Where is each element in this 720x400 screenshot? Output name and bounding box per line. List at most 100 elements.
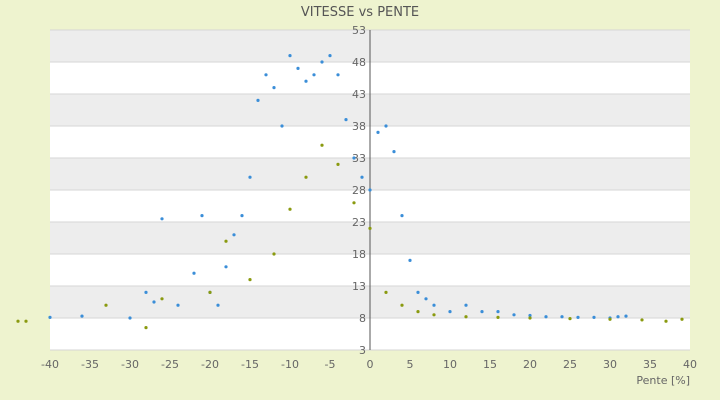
data-point (432, 303, 436, 307)
data-point (528, 313, 532, 318)
data-point (368, 226, 372, 230)
data-point (200, 214, 204, 218)
data-point (352, 156, 356, 160)
y-tick-label: 18 (352, 248, 366, 261)
x-tick-label: -15 (241, 358, 259, 371)
data-point (296, 66, 300, 70)
data-point (176, 303, 180, 307)
chart-title: VITESSE vs PENTE (301, 5, 419, 20)
data-point (312, 73, 316, 77)
x-tick-label: -20 (201, 358, 219, 371)
x-tick-label: 0 (367, 358, 374, 371)
data-point (320, 143, 324, 147)
y-tick-label: 28 (352, 184, 366, 197)
data-point (328, 54, 332, 58)
data-point (496, 310, 500, 314)
data-point (360, 175, 364, 179)
y-tick-label: 43 (352, 88, 366, 101)
data-point (320, 60, 324, 64)
y-tick-label: 8 (359, 312, 366, 325)
data-point (264, 73, 268, 77)
data-point (464, 315, 468, 319)
x-tick-label: 30 (603, 358, 617, 371)
data-point (416, 290, 420, 294)
data-point (496, 315, 500, 319)
data-point (160, 217, 164, 221)
x-tick-label: 25 (563, 358, 577, 371)
data-point (160, 297, 164, 301)
data-point (240, 214, 244, 218)
data-point (208, 290, 212, 294)
data-point (624, 314, 628, 318)
x-tick-label: 10 (443, 358, 457, 371)
x-tick-label: -25 (161, 358, 179, 371)
y-tick-label: 48 (352, 56, 366, 69)
data-point (304, 175, 308, 179)
data-point (256, 98, 260, 102)
data-point (640, 318, 644, 322)
y-tick-label: 33 (352, 152, 366, 165)
data-point (352, 201, 356, 205)
data-point (272, 252, 276, 256)
data-point (368, 188, 372, 192)
x-tick-label: -35 (81, 358, 99, 371)
x-tick-label: -5 (325, 358, 336, 371)
data-point (392, 150, 396, 154)
x-tick-label: 20 (523, 358, 537, 371)
data-point (544, 315, 548, 319)
data-point (304, 79, 308, 83)
plot-area (50, 29, 690, 351)
y-tick-label: 23 (352, 216, 366, 229)
data-point (248, 175, 252, 179)
data-points (16, 54, 684, 330)
y-tick-label: 38 (352, 120, 366, 133)
data-point (680, 317, 684, 321)
data-point (216, 303, 220, 307)
data-point (568, 317, 572, 321)
x-tick-label: 40 (683, 358, 697, 371)
data-point (232, 233, 236, 237)
x-tick-label: 15 (483, 358, 497, 371)
y-tick-label: 13 (352, 280, 366, 293)
data-point (272, 86, 276, 90)
data-point (576, 315, 580, 319)
data-point (592, 315, 596, 319)
data-point (288, 207, 292, 211)
x-tick-label: -40 (41, 358, 59, 371)
data-point (424, 297, 428, 301)
data-point (616, 315, 620, 319)
data-point (16, 319, 20, 323)
data-point (224, 265, 228, 269)
data-point (416, 310, 420, 314)
data-point (664, 319, 668, 323)
data-point (336, 73, 340, 77)
y-tick-label: 3 (359, 344, 366, 357)
data-point (24, 319, 28, 323)
x-tick-label: -10 (281, 358, 299, 371)
data-point (432, 313, 436, 317)
data-point (608, 317, 612, 321)
data-point (152, 300, 156, 304)
x-tick-label: 35 (643, 358, 657, 371)
data-point (464, 303, 468, 307)
data-point (376, 130, 380, 134)
data-point (224, 239, 228, 243)
data-point (512, 313, 516, 317)
data-point (192, 271, 196, 275)
data-point (80, 314, 84, 318)
data-point (400, 214, 404, 218)
data-point (560, 315, 564, 319)
x-tick-label: 5 (407, 358, 414, 371)
data-point (144, 290, 148, 294)
data-point (528, 316, 532, 320)
x-axis-label: Pente [%] (636, 374, 690, 387)
data-point (384, 290, 388, 294)
data-point (144, 326, 148, 330)
x-tick-label: -30 (121, 358, 139, 371)
data-point (128, 316, 132, 320)
x-tick-labels: -40 -35 -30 -25 -20 -15 -10 -5 0 5 10 15 20 25 30 35 40 (41, 358, 697, 371)
data-point (248, 278, 252, 282)
data-point (288, 54, 292, 58)
